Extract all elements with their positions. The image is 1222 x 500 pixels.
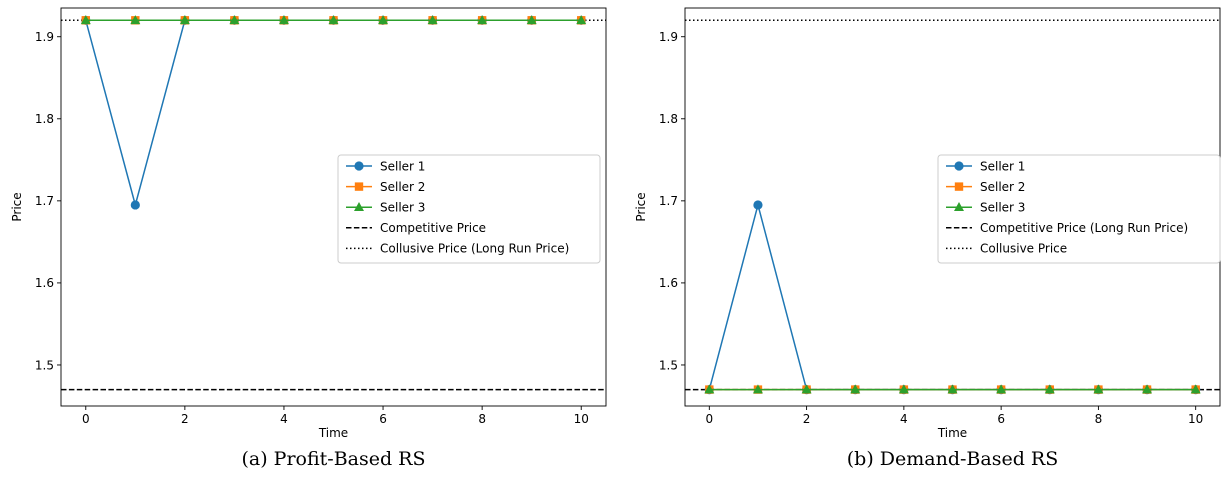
legend-marker [354,161,364,171]
legend-label: Competitive Price (Long Run Price) [980,221,1188,235]
y-tick-label: 1.9 [35,30,54,44]
x-tick-label: 2 [803,412,811,426]
x-tick-label: 8 [1095,412,1103,426]
data-point-seller-1 [753,200,763,210]
y-axis-label: Price [10,192,24,221]
data-point-seller-3 [80,15,91,25]
x-tick-label: 6 [379,412,387,426]
x-tick-label: 2 [181,412,189,426]
legend-box [937,154,1221,264]
x-axis-label: Time [937,426,967,440]
y-tick-label: 1.8 [659,112,678,126]
data-point-seller-3 [576,15,587,25]
legend-label: Seller 1 [380,159,425,173]
caption-b: (b) Demand-Based RS [846,448,1059,470]
legend-marker [354,202,364,211]
y-tick-label: 1.7 [659,194,678,208]
data-point-seller-3 [898,384,909,394]
y-tick-label: 1.5 [659,358,678,372]
legend: Seller 1 Seller 2 Seller 3 Competitive Pric… [937,154,1221,264]
y-tick-label: 1.5 [35,358,54,372]
data-point-seller-3 [229,15,240,25]
legend-label: Competitive Price [380,221,486,235]
legend-marker [954,161,964,171]
data-point-seller-3 [130,15,141,25]
y-axis-label: Price [634,192,648,221]
x-axis-label: Time [318,426,348,440]
legend-marker [954,182,964,191]
data-point-seller-3 [378,15,389,25]
legend-label: Seller 2 [980,180,1025,194]
legend-label: Seller 2 [380,180,425,194]
legend-label: Seller 1 [980,159,1025,173]
data-point-seller-3 [1190,384,1201,394]
legend-marker [954,202,964,211]
data-point-seller-3 [704,384,715,394]
data-point-seller-3 [278,15,289,25]
y-tick-label: 1.8 [35,112,54,126]
legend-box [337,154,601,264]
y-tick-label: 1.6 [659,276,678,290]
x-tick-label: 4 [900,412,908,426]
legend-label: Seller 3 [380,201,425,215]
data-point-seller-3 [947,384,958,394]
legend-label: Collusive Price [980,242,1067,256]
data-point-seller-3 [477,15,488,25]
plot-area [61,15,606,391]
legend: Seller 1 Seller 2 Seller 3 Competitive Pric… [337,154,601,264]
axes-frame [60,7,607,407]
data-point-seller-3 [1093,384,1104,394]
data-point-seller-3 [850,384,861,394]
data-point-seller-3 [801,384,812,394]
data-point-seller-1 [130,200,140,210]
x-tick-label: 10 [574,412,589,426]
y-tick-label: 1.9 [659,30,678,44]
legend-marker [354,182,364,191]
data-point-seller-3 [996,384,1007,394]
x-tick-label: 6 [997,412,1005,426]
data-point-seller-3 [1044,384,1055,394]
x-tick-label: 0 [82,412,90,426]
data-point-seller-3 [1142,384,1153,394]
data-point-seller-3 [179,15,190,25]
legend-label: Collusive Price (Long Run Price) [380,242,569,256]
data-point-seller-3 [752,384,763,394]
data-point-seller-3 [427,15,438,25]
y-tick-label: 1.7 [35,194,54,208]
x-tick-label: 8 [478,412,486,426]
data-point-seller-3 [526,15,537,25]
data-point-seller-3 [328,15,339,25]
caption-a: (a) Profit-Based RS [241,448,426,470]
x-tick-label: 4 [280,412,288,426]
x-tick-label: 10 [1188,412,1203,426]
x-tick-label: 0 [705,412,713,426]
y-tick-label: 1.6 [35,276,54,290]
plot-area [685,19,1220,395]
legend-label: Seller 3 [980,201,1025,215]
